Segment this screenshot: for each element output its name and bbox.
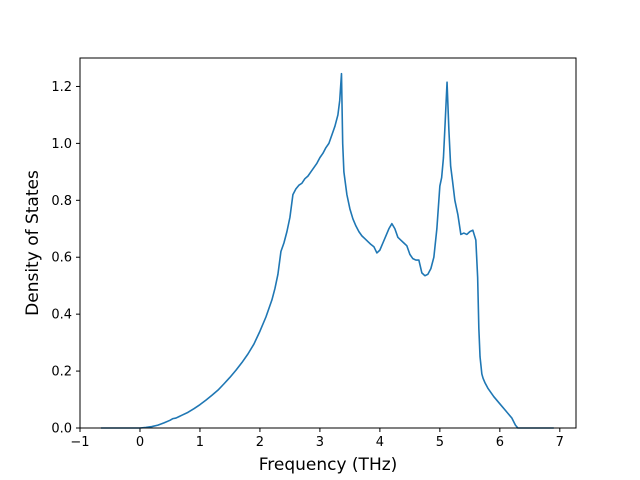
x-tick-label: −1 [70, 435, 89, 450]
x-tick-label: 6 [496, 435, 504, 450]
x-tick-label: 4 [376, 435, 384, 450]
dos-series-line [100, 72, 554, 429]
x-tick-label: 5 [436, 435, 444, 450]
x-tick-label: 7 [556, 435, 564, 450]
y-axis-label: Density of States [23, 170, 43, 316]
y-tick-label: 1.0 [51, 137, 72, 152]
y-tick-label: 0.2 [51, 365, 72, 380]
y-tick-label: 0.0 [51, 422, 72, 437]
x-tick-label: 2 [256, 435, 264, 450]
x-axis-ticks: −1 0 1 2 3 4 5 6 7 [70, 428, 564, 450]
x-tick-label: 1 [196, 435, 204, 450]
plot-area [80, 58, 576, 428]
y-tick-label: 0.4 [51, 308, 72, 323]
axes-frame [79, 57, 577, 429]
x-tick-label: 0 [136, 435, 144, 450]
x-tick-label: 3 [316, 435, 324, 450]
y-tick-label: 1.2 [51, 80, 72, 95]
y-tick-label: 0.6 [51, 251, 72, 266]
y-axis-ticks: 0.0 0.2 0.4 0.6 0.8 1.0 1.2 [51, 80, 80, 437]
y-tick-label: 0.8 [51, 194, 72, 209]
x-axis-label: Frequency (THz) [259, 455, 398, 475]
